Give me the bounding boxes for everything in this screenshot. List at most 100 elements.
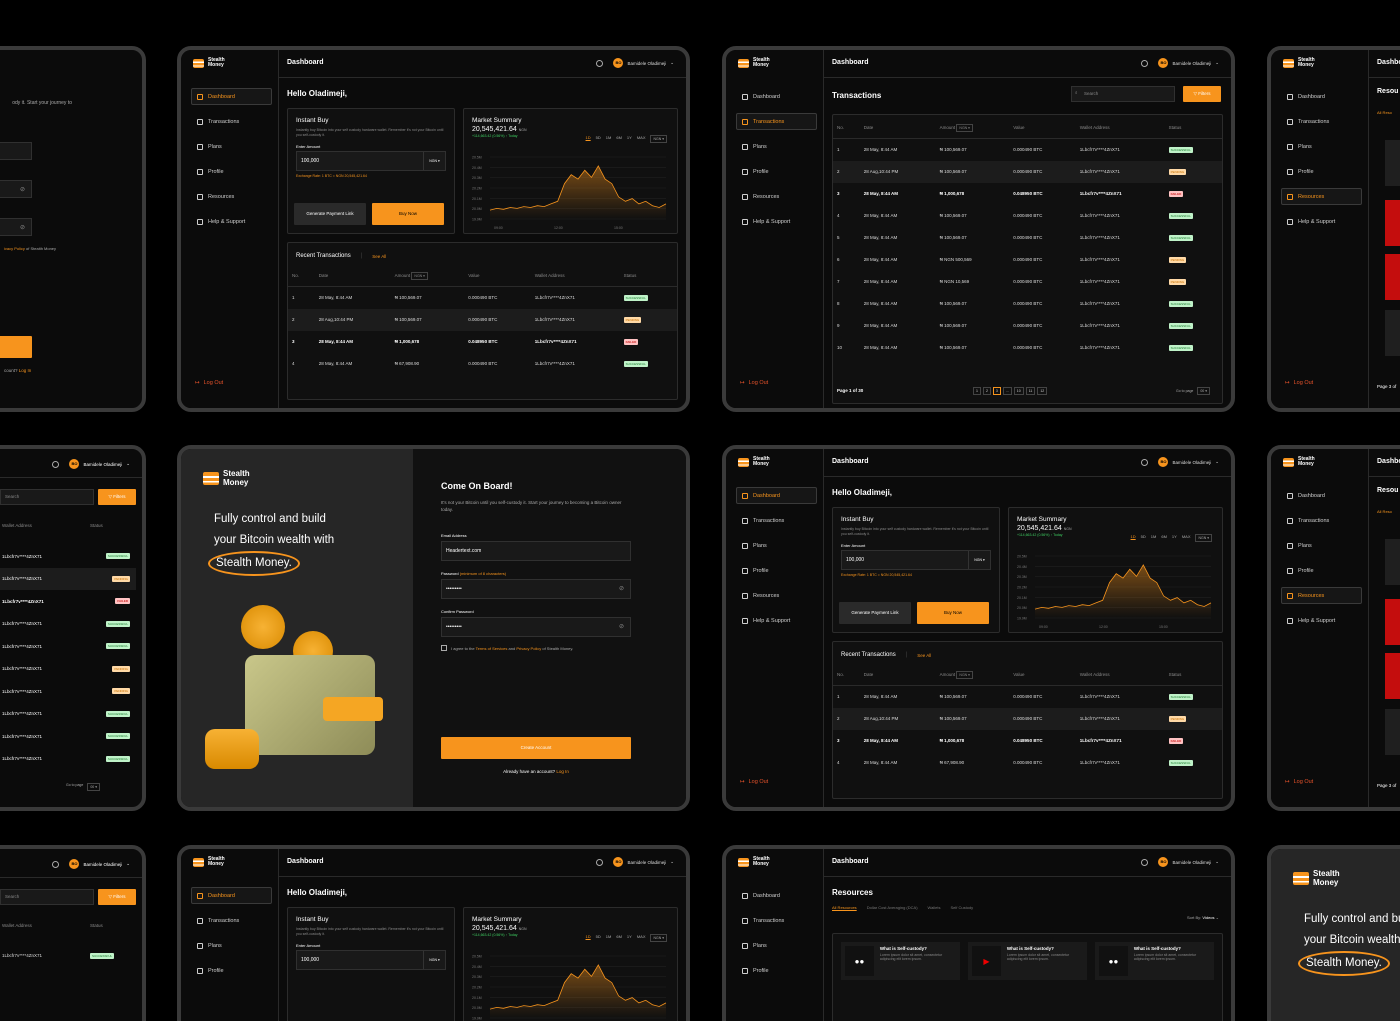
sidebar-item-help[interactable]: Help & Support: [736, 612, 817, 629]
table-row[interactable]: 7 28 May, 8:44 AM ₦ NGN 10,569 0.000490 BTC…: [833, 271, 1222, 293]
terms-checkbox[interactable]: [441, 645, 447, 651]
table-row[interactable]: 5 28 May, 8:44 AM ₦ 100,569.07 0.000490 BTC…: [833, 227, 1222, 249]
table-row[interactable]: 3 28 May, 8:44 AM ₦ 1,000,678 0.048950 BTC 1…: [833, 183, 1222, 205]
table-row[interactable]: 4 28 May, 8:44 AM ₦ 67,908.90 0.000490 BTC 1…: [288, 353, 677, 375]
currency-select[interactable]: NGN ▾: [968, 551, 990, 569]
user-menu[interactable]: BO Bamidele Oladimeji ⌄: [1141, 457, 1219, 467]
sidebar-item-plans[interactable]: Plans: [1281, 537, 1362, 554]
sidebar-item-profile[interactable]: Profile: [1281, 562, 1362, 579]
logout-button[interactable]: ↦ Log Out: [740, 380, 768, 386]
page-button[interactable]: 1: [973, 387, 981, 395]
amount-currency-select[interactable]: NGN ▾: [956, 124, 973, 132]
email-field[interactable]: [0, 142, 32, 160]
bell-icon[interactable]: [596, 858, 604, 866]
logout-button[interactable]: ↦ Log Out: [1285, 779, 1313, 785]
tab-dca[interactable]: Dollar Cost Averaging (DCA): [866, 905, 918, 910]
tab-max[interactable]: MAX: [636, 934, 646, 939]
sidebar-item-transactions[interactable]: Transactions: [736, 113, 817, 130]
search-input[interactable]: ⌕ Search: [1071, 86, 1175, 102]
tab-5d[interactable]: 5D: [595, 934, 601, 939]
resource-card[interactable]: ●● What is Self-custody? Lorem ipsum dolor…: [1095, 942, 1214, 980]
chart-currency-select[interactable]: NGN ▾: [650, 934, 667, 942]
create-account-button[interactable]: unt: [0, 336, 32, 358]
sidebar-item-profile[interactable]: Profile: [1281, 163, 1362, 180]
resource-card[interactable]: ▶ What is Self-custody? Lorem ipsum dolor …: [968, 942, 1087, 980]
user-menu[interactable]: BO Bamidele Oladimeji ⌄: [596, 857, 674, 867]
amount-input[interactable]: 100,000 NGN ▾: [841, 550, 991, 570]
user-menu[interactable]: BO Bamidele Oladimeji ⌄: [1141, 857, 1219, 867]
logout-button[interactable]: ↦ Log Out: [740, 779, 768, 785]
eye-off-icon[interactable]: ⊘: [19, 225, 25, 231]
bell-icon[interactable]: [52, 460, 60, 468]
search-input[interactable]: Search: [0, 889, 94, 905]
bell-icon[interactable]: [1141, 458, 1149, 466]
sidebar-item-resources[interactable]: Resources: [1281, 587, 1362, 604]
sidebar-item-dashboard[interactable]: Dashboard: [1281, 88, 1362, 105]
sidebar-item-plans[interactable]: Plans: [191, 937, 272, 954]
buy-now-button[interactable]: Buy Now: [372, 203, 444, 225]
amount-currency-select[interactable]: NGN ▾: [956, 671, 973, 679]
table-row[interactable]: 8 28 May, 8:44 AM ₦ 100,569.07 0.000490 BTC…: [833, 293, 1222, 315]
tab-1m[interactable]: 1M: [605, 934, 612, 939]
sidebar-item-help[interactable]: Help & Support: [191, 213, 272, 230]
sidebar-item-dashboard[interactable]: Dashboard: [1281, 487, 1362, 504]
table-row[interactable]: 10 28 May, 8:44 AM ₦ 100,569.07 0.000490 BT…: [833, 337, 1222, 359]
logout-button[interactable]: ↦ Log Out: [195, 380, 223, 386]
sidebar-item-help[interactable]: Help & Support: [1281, 612, 1362, 629]
sidebar-item-profile[interactable]: Profile: [736, 163, 817, 180]
sidebar-item-profile[interactable]: Profile: [736, 962, 817, 979]
tab-all-resources[interactable]: All Reso: [1377, 110, 1392, 115]
amount-input[interactable]: 100,000 NGN ▾: [296, 950, 446, 970]
page-button[interactable]: 3: [992, 387, 1001, 395]
user-menu[interactable]: BO Bamidele Oladimeji ⌄: [1141, 58, 1219, 68]
sidebar-item-transactions[interactable]: Transactions: [736, 512, 817, 529]
partial-row[interactable]: 1Lbcfr7v****4ZnX71 PENDING: [0, 567, 136, 590]
table-row[interactable]: 2 28 Aug,10:44 PM ₦ 100,569.07 0.000490 BTC…: [833, 160, 1222, 183]
privacy-link[interactable]: Privacy Policy: [516, 645, 542, 651]
sidebar-item-transactions[interactable]: Transactions: [736, 912, 817, 929]
filters-button[interactable]: ▽ Filters: [98, 489, 136, 505]
goto-select[interactable]: 00 ▾: [87, 783, 100, 791]
password-field[interactable]: ⊘: [0, 180, 32, 198]
sidebar-item-plans[interactable]: Plans: [736, 537, 817, 554]
partial-row[interactable]: 1Lbcfr7v****4ZnX71 PENDING: [0, 658, 136, 681]
goto-select[interactable]: 00 ▾: [1197, 387, 1210, 395]
table-row[interactable]: 3 28 May, 8:44 AM ₦ 1,000,678 0.048950 BTC 1…: [288, 331, 677, 353]
user-menu[interactable]: BO Bamidele Oladimeji ⌄: [52, 459, 130, 469]
table-row[interactable]: 1 28 May, 8:44 AM ₦ 100,569.07 0.000490 BTC…: [288, 287, 677, 309]
filters-button[interactable]: ▽ Filters: [1183, 86, 1221, 102]
sidebar-item-resources[interactable]: Resources: [1281, 188, 1362, 205]
table-row[interactable]: 1 28 May, 8:44 AM ₦ 100,569.07 0.000490 BTC…: [833, 139, 1222, 161]
eye-off-icon[interactable]: ⊘: [618, 586, 624, 592]
eye-off-icon[interactable]: ⊘: [618, 624, 624, 630]
bell-icon[interactable]: [1141, 59, 1149, 67]
login-link[interactable]: Log In: [556, 769, 569, 774]
tab-1m[interactable]: 1M: [1150, 534, 1157, 539]
sidebar-item-transactions[interactable]: Transactions: [1281, 512, 1362, 529]
generate-payment-link-button[interactable]: Generate Payment Link: [294, 203, 366, 225]
tab-6m[interactable]: 6M: [1161, 534, 1167, 539]
generate-payment-link-button[interactable]: Generate Payment Link: [839, 602, 911, 624]
bell-icon[interactable]: [1141, 858, 1149, 866]
tab-5d[interactable]: 5D: [1140, 534, 1146, 539]
amount-input[interactable]: 100,000 NGN ▾: [296, 151, 446, 171]
page-button[interactable]: ...: [1002, 387, 1012, 395]
privacy-link[interactable]: ivacy Policy: [4, 246, 25, 251]
table-row[interactable]: 9 28 May, 8:44 AM ₦ 100,569.07 0.000490 BTC…: [833, 315, 1222, 337]
currency-select[interactable]: NGN ▾: [423, 152, 445, 170]
terms-link[interactable]: Terms of Services: [475, 645, 508, 651]
tab-max[interactable]: MAX: [1181, 534, 1191, 539]
eye-off-icon[interactable]: ⊘: [19, 187, 25, 193]
page-button[interactable]: 10: [1013, 387, 1024, 395]
logout-button[interactable]: ↦ Log Out: [1285, 380, 1313, 386]
create-account-button[interactable]: Create Account: [441, 737, 631, 759]
chart-currency-select[interactable]: NGN ▾: [1195, 534, 1212, 542]
table-row[interactable]: 6 28 May, 8:44 AM ₦ NGN 500,569 0.000490 BT…: [833, 249, 1222, 271]
user-menu[interactable]: BO Bamidele Oladimeji ⌄: [596, 58, 674, 68]
currency-select[interactable]: NGN ▾: [423, 951, 445, 969]
sidebar-item-resources[interactable]: Resources: [736, 587, 817, 604]
bell-icon[interactable]: [52, 860, 60, 868]
sidebar-item-transactions[interactable]: Transactions: [1281, 113, 1362, 130]
table-row[interactable]: 1 28 May, 8:44 AM ₦ 100,569.07 0.000490 BTC…: [833, 686, 1222, 708]
partial-row[interactable]: 1Lbcfr7v****4ZnX71 SUCCESSFUL: [0, 703, 136, 726]
